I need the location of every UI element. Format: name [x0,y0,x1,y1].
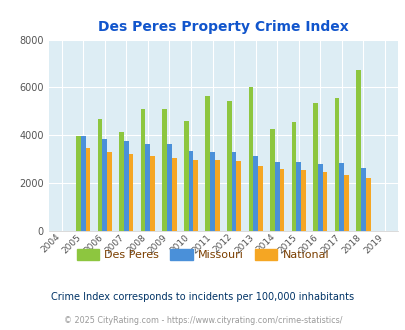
Bar [210,152,214,231]
Bar [236,161,241,231]
Bar [166,144,171,231]
Bar [76,137,81,231]
Bar [226,101,231,231]
Bar [183,121,188,231]
Bar [150,156,155,231]
Bar [171,158,176,231]
Bar [356,70,360,231]
Bar [257,166,262,231]
Bar [339,163,343,231]
Bar [128,154,133,231]
Bar [291,122,296,231]
Bar [119,132,124,231]
Bar [98,118,102,231]
Bar [279,169,283,231]
Bar [334,98,339,231]
Bar [269,129,274,231]
Bar [124,141,128,231]
Legend: Des Peres, Missouri, National: Des Peres, Missouri, National [77,249,328,260]
Bar [162,109,166,231]
Bar [253,156,257,231]
Bar [85,148,90,231]
Bar [214,160,219,231]
Bar [248,87,253,231]
Bar [365,178,370,231]
Text: © 2025 CityRating.com - https://www.cityrating.com/crime-statistics/: © 2025 CityRating.com - https://www.city… [64,315,341,325]
Bar [274,162,279,231]
Bar [205,96,210,231]
Bar [193,160,198,231]
Bar [312,103,317,231]
Bar [81,137,85,231]
Bar [322,172,326,231]
Bar [296,162,301,231]
Bar [301,170,305,231]
Title: Des Peres Property Crime Index: Des Peres Property Crime Index [98,20,348,34]
Bar [343,175,348,231]
Bar [102,139,107,231]
Bar [231,152,236,231]
Bar [145,144,150,231]
Bar [317,164,322,231]
Bar [141,109,145,231]
Bar [107,152,112,231]
Text: Crime Index corresponds to incidents per 100,000 inhabitants: Crime Index corresponds to incidents per… [51,292,354,302]
Bar [360,168,365,231]
Bar [188,151,193,231]
